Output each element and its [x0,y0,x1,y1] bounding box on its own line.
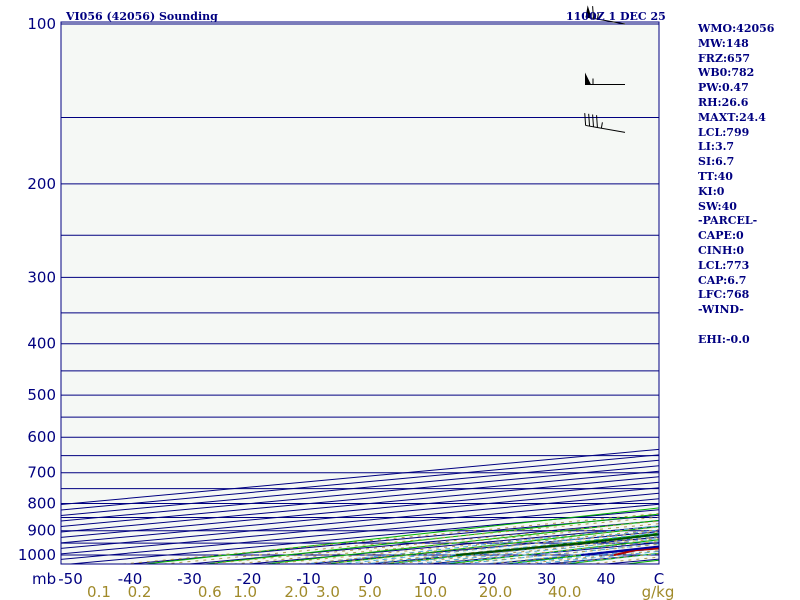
isotherm--140 [61,459,659,516]
index-item: LI:3.7 [698,140,735,154]
plot-frame [60,21,660,565]
temperature-tick: -50 [58,570,83,588]
trace-layer [455,517,778,556]
temperature-tick: 10 [418,570,437,588]
pressure-unit-label: mb [32,570,56,588]
wind-barb-staff [585,16,626,25]
index-item [698,318,798,333]
index-item: MW:148 [698,36,749,50]
mixing-ratio-unit: g/kg [642,583,675,600]
index-item: EHI:-0.0 [698,332,750,346]
index-item: CAPE:0 [698,229,744,243]
plot-background [61,22,659,564]
index-item: SI:6.7 [698,155,735,169]
temperature-point [723,542,725,544]
wind-barb-pennant [585,5,592,19]
mixing-ratio-tick: 0.6 [198,583,222,600]
valid-time: 1100Z 1 DEC 25 [566,10,666,23]
mixing-ratio-tick: 0.1 [87,583,111,600]
mixing-ratio-tick: 0.2 [128,583,152,600]
wind-barb-half-flag [596,13,599,20]
index-item: TT:40 [698,169,733,183]
isotherm--130 [61,465,659,522]
pressure-tick-600: 600 [27,428,56,446]
mixing-ratio-tick: 1.0 [233,583,257,600]
mixing-ratio-tick: 10.0 [414,583,447,600]
wind-barb-flag [584,113,587,126]
index-item: PW:0.47 [698,81,749,95]
dry-adiabat--30 [200,513,659,564]
mixing-ratio-tick: 20.0 [479,583,512,600]
grid-layer [61,23,659,564]
temperature-tick: 20 [477,570,496,588]
temperature-tick: -20 [237,570,262,588]
pressure-tick-400: 400 [27,335,56,353]
mixing-ratio-tick: 5.0 [358,583,382,600]
wind-barb-flag [596,115,598,128]
index-item: LFC:768 [698,288,750,302]
index-item: WMO:42056 [698,22,775,35]
isotherm--150 [61,454,659,511]
mixing-ratio-tick: 3.0 [316,583,340,600]
index-item: RH:26.6 [698,95,749,109]
index-item: KI:0 [698,184,725,198]
parcel-point [688,542,690,544]
parcel-point [580,554,583,556]
index-item: -WIND- [698,303,744,317]
temperature-tick: 0 [363,570,373,588]
wind-barb-staff [585,124,626,133]
wind-barb-flag [588,113,591,127]
wind-barb-half-flag [600,122,603,129]
dry-adiabat--10 [321,526,659,564]
isotherm--160 [61,448,659,506]
index-item: SW:40 [698,199,737,213]
pressure-tick-700: 700 [27,464,56,482]
index-item: -PARCEL- [698,214,758,228]
temperature-tick: C [654,570,664,588]
dewpoint-point [455,554,458,556]
dry-adiabat--40 [140,507,659,564]
wind-barb-160 [584,113,626,133]
temperature-tick: 30 [537,570,556,588]
temperature-point [613,554,616,556]
dewpoint-point [580,542,583,545]
dewpoint-point [689,530,691,532]
temperature-tick: -40 [118,570,143,588]
dewpoint-point [737,525,739,527]
pressure-tick-300: 300 [27,268,56,286]
temperature-tick: 40 [596,570,615,588]
index-item: MAXT:24.4 [698,110,766,124]
sounding-indices: WMO:42056 MW:148 FRZ:657 WB0:782 PW:0.47 RH:2… [698,22,798,348]
pressure-tick-100: 100 [27,15,56,33]
dry-adiabat--20 [261,519,659,564]
index-item: LCL:773 [698,258,750,272]
index-item: LCL:799 [698,125,750,139]
pressure-tick-500: 500 [27,386,56,404]
dewpoint-point [776,517,778,519]
mixing-ratio-tick: 2.0 [284,583,308,600]
temperature-tick: -10 [296,570,321,588]
index-item: CINH:0 [698,243,745,257]
pressure-tick-200: 200 [27,175,56,193]
pressure-tick-800: 800 [27,495,56,513]
wind-barb-flag [592,6,594,19]
temperature-tick: -30 [177,570,202,588]
index-item: WB0:782 [698,66,755,80]
station-title: VI056 (42056) Sounding [65,10,218,23]
pressure-tick-900: 900 [27,522,56,540]
wind-barbs [584,5,626,133]
wind-barb-130 [585,72,625,86]
isotherm--120 [61,470,659,527]
wind-barb-100 [585,5,626,25]
index-item: CAP:6.7 [698,273,747,287]
pressure-tick-1000: 1000 [18,546,56,564]
wind-barb-flag [592,114,594,127]
wind-barb-pennant [585,72,591,85]
mixing-ratio-tick: 40.0 [548,583,581,600]
index-item: FRZ:657 [698,51,751,65]
